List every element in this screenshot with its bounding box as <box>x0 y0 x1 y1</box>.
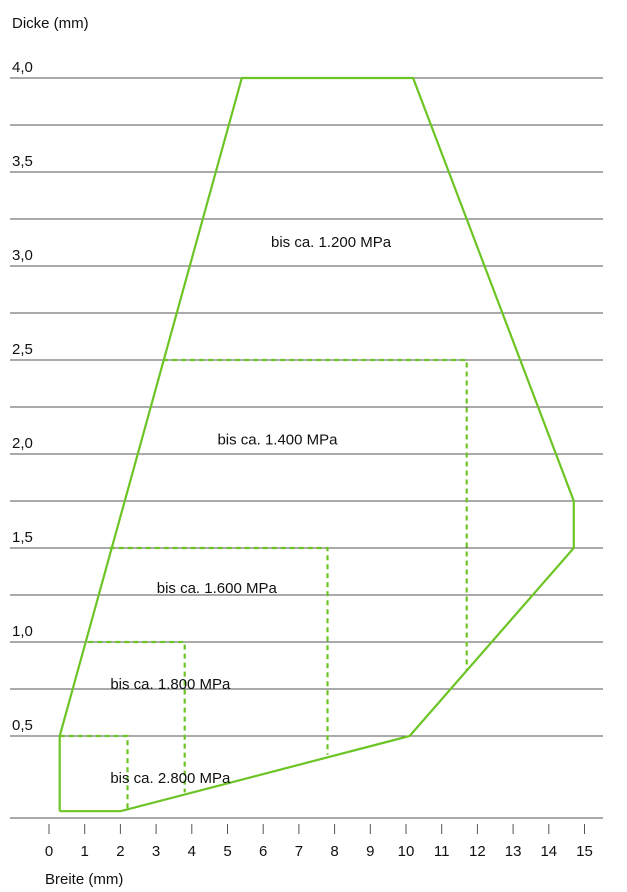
y-axis-label: Dicke (mm) <box>12 15 89 32</box>
x-tick-label: 8 <box>330 843 338 860</box>
series-5-outline <box>59 734 129 812</box>
region-label: bis ca. 1.400 MPa <box>217 432 338 449</box>
x-tick-label: 14 <box>540 843 557 860</box>
x-tick-label: 0 <box>45 843 53 860</box>
x-tick-label: 2 <box>116 843 124 860</box>
y-tick-label: 4,0 <box>12 59 33 76</box>
chart-series <box>58 76 575 813</box>
x-tick-label: 3 <box>152 843 160 860</box>
x-tick-label: 10 <box>398 843 415 860</box>
x-tick-label: 7 <box>295 843 303 860</box>
chart-grid <box>10 77 603 737</box>
x-tick-label: 9 <box>366 843 374 860</box>
x-tick-label: 4 <box>188 843 196 860</box>
y-tick-label: 0,5 <box>12 717 33 734</box>
x-tick-label: 12 <box>469 843 486 860</box>
series-2-outline <box>163 358 468 671</box>
y-tick-label: 3,5 <box>12 153 33 170</box>
x-axis-label: Breite (mm) <box>45 871 123 888</box>
region-label: bis ca. 1.800 MPa <box>110 676 231 693</box>
x-tick-label: 11 <box>434 843 450 860</box>
region-label: bis ca. 1.600 MPa <box>157 580 278 597</box>
chart-annotations: bis ca. 1.200 MPa bis ca. 1.400 MPa bis ca… <box>110 234 391 787</box>
y-tick-label: 3,0 <box>12 247 33 264</box>
y-tick-label: 2,0 <box>12 435 33 452</box>
x-tick-label: 5 <box>223 843 231 860</box>
x-tick-label: 15 <box>576 843 593 860</box>
x-tick-label: 13 <box>505 843 522 860</box>
x-tick-label: 6 <box>259 843 267 860</box>
y-tick-label: 1,0 <box>12 623 33 640</box>
y-tick-label: 2,5 <box>12 341 33 358</box>
region-label: bis ca. 1.200 MPa <box>271 234 392 251</box>
chart-axes: 0,51,01,52,02,53,03,54,00 1 2 3 4 5 6 7 8 9 10 11 12… <box>10 59 603 860</box>
series-1-outline <box>58 76 575 813</box>
region-label: bis ca. 2.800 MPa <box>110 770 231 787</box>
series-3-outline <box>109 546 329 755</box>
y-tick-label: 1,5 <box>12 529 33 546</box>
x-tick-label: 1 <box>81 843 89 860</box>
